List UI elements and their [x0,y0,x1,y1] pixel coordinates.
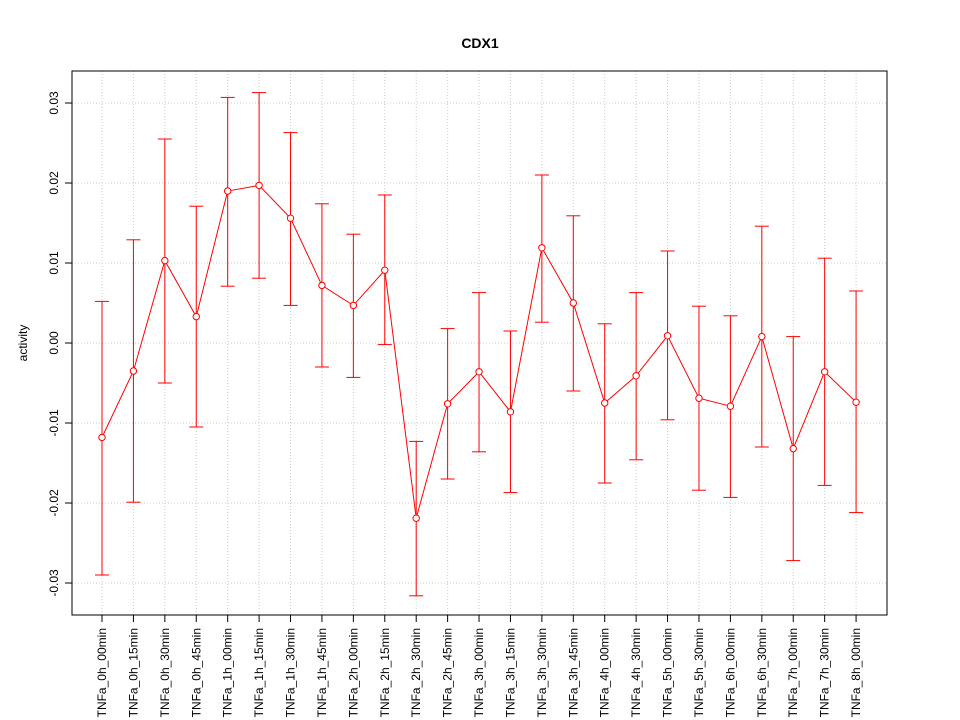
data-point [601,399,609,407]
data-point [726,402,735,410]
error-bar-layer [95,92,864,597]
data-point [663,332,672,340]
y-axis: -0.03 -0.02 -0.01 0.00 0.01 0.02 0.03 [47,91,73,597]
x-tick-label: TNFa_1h_00min [221,628,235,717]
x-tick-label: TNFa_6h_00min [723,628,737,717]
x-tick-label: TNFa_4h_30min [629,628,643,717]
data-point [695,394,703,402]
y-tick-label: -0.03 [47,569,61,597]
y-tick-label: 0.00 [47,331,61,355]
x-tick-label: TNFa_0h_30min [158,628,172,717]
x-tick-label: TNFa_8h_00min [849,628,863,717]
data-point [286,214,295,222]
y-tick-label: 0.01 [47,251,61,275]
x-tick-label: TNFa_6h_30min [755,628,769,717]
x-tick-label: TNFa_5h_00min [661,628,675,717]
data-point [820,368,829,376]
data-point [349,301,358,310]
y-tick-label: -0.02 [47,489,61,517]
data-point [632,372,640,380]
y-tick-label: 0.03 [47,91,61,115]
data-point-layer [98,181,860,522]
x-tick-label: TNFa_7h_00min [786,628,800,717]
data-point [318,281,326,290]
data-point [443,400,452,408]
x-tick-label: TNFa_2h_00min [346,628,360,717]
x-tick-label: TNFa_4h_00min [598,628,612,717]
x-tick-label: TNFa_3h_15min [503,628,517,717]
x-tick-label: TNFa_2h_45min [441,628,455,717]
x-tick-label: TNFa_2h_30min [409,628,423,717]
x-tick-label: TNFa_3h_45min [566,628,580,717]
x-tick-label: TNFa_3h_00min [472,628,486,717]
data-point [538,244,546,252]
data-point [852,398,860,406]
x-tick-label: TNFa_2h_15min [378,628,392,717]
data-point [789,444,797,453]
data-point [98,433,106,442]
x-tick-label: TNFa_0h_15min [126,628,140,717]
data-point [569,299,577,307]
x-tick-label: TNFa_7h_30min [818,628,832,717]
x-tick-label: TNFa_0h_45min [189,628,203,717]
y-tick-label: 0.02 [47,171,61,195]
data-point [506,408,515,416]
data-point [381,266,389,274]
x-tick-label: TNFa_5h_30min [692,628,706,717]
x-tick-label: TNFa_1h_45min [315,628,329,717]
x-axis: TNFa_0h_00min TNFa_0h_15min TNFa_0h_30min T… [95,614,863,717]
x-tick-label: TNFa_0h_00min [95,628,109,717]
data-point [192,312,200,321]
x-tick-label: TNFa_1h_30min [284,628,298,717]
grid-layer [72,71,887,615]
y-tick-label: -0.01 [47,409,61,437]
data-point [223,187,232,195]
data-point [161,256,169,265]
y-axis-label: activity [16,325,30,362]
x-tick-label: TNFa_3h_30min [535,628,549,717]
x-tick-label: TNFa_1h_15min [252,628,266,717]
data-point [475,368,483,376]
data-point [255,181,263,190]
data-point [412,514,420,522]
data-point [758,332,766,341]
chart-title: CDX1 [461,35,499,51]
data-point [129,367,138,375]
